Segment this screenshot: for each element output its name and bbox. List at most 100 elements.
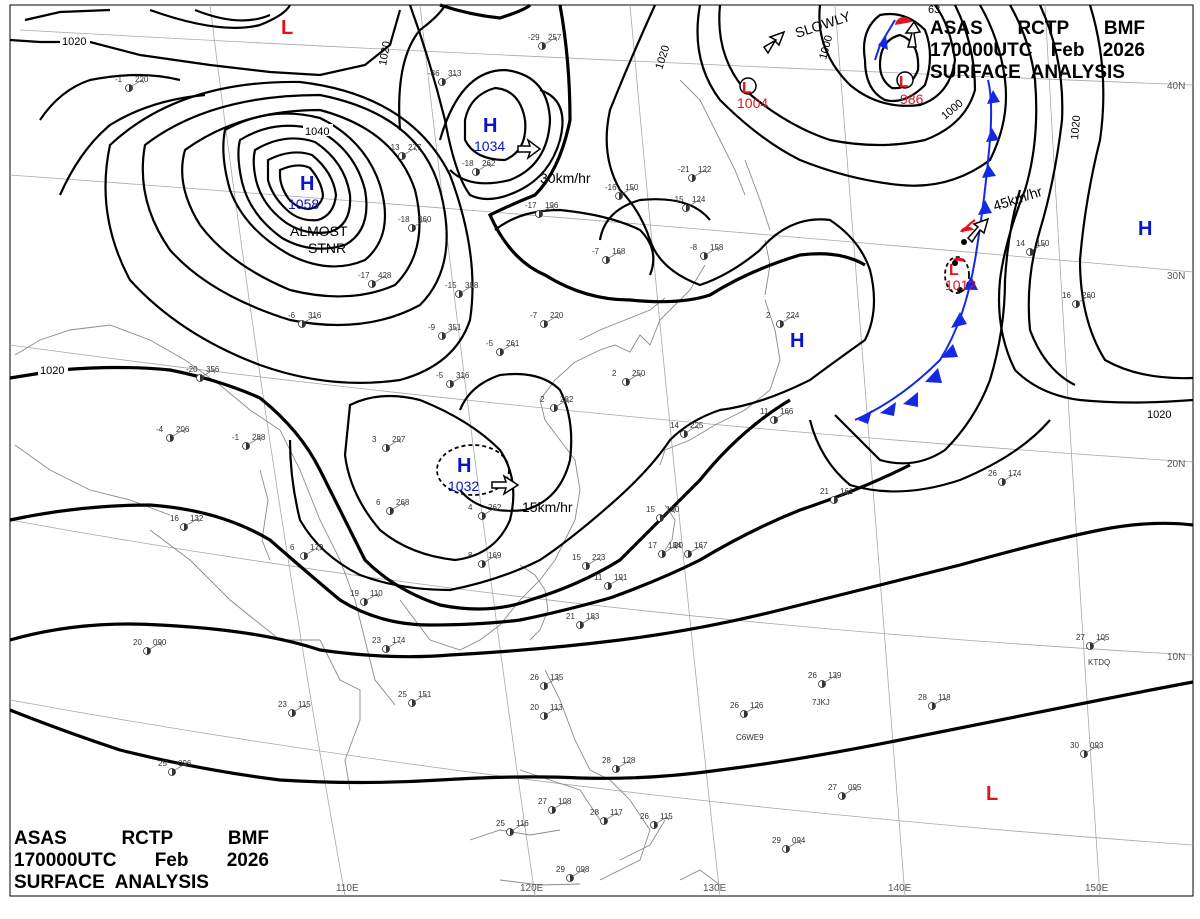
station-temp: 26 (730, 701, 739, 710)
station-pressure: 168 (612, 247, 626, 256)
station-plot: -20 356 (186, 365, 220, 382)
cloud-cover-mark (304, 552, 308, 560)
station-plots: -1 220-36 313-29 257-13 277-18 262-17 196-16 15… (115, 33, 1110, 882)
station-pressure: 115 (660, 812, 673, 821)
station-temp: -20 (186, 365, 198, 374)
station-pressure: 166 (780, 407, 794, 416)
station-temp: -16 (605, 183, 617, 192)
lat-label: 20N (1167, 459, 1185, 470)
cloud-cover-mark (390, 507, 394, 515)
wind-barb (746, 705, 760, 713)
wind-barb (202, 369, 216, 377)
lon-label: 130E (703, 883, 727, 894)
cloud-cover-mark (386, 444, 390, 452)
station-pressure: 128 (622, 756, 636, 765)
low-value: 1004 (737, 95, 768, 111)
station-plot: -1 220 (115, 75, 149, 92)
station-plot: 25 096 (158, 759, 192, 776)
station-plot: -17 196 (525, 201, 559, 218)
station-pressure: 257 (548, 33, 562, 42)
cloud-cover-mark (1030, 248, 1034, 256)
wind-barb (174, 763, 188, 771)
station-plot: 29 098 (556, 865, 590, 882)
lon-label: 110E (336, 883, 359, 894)
graticule (9, 4, 1194, 897)
cloud-cover-mark (774, 416, 778, 424)
wind-barb (572, 869, 586, 877)
station-plot: -21 122 (678, 165, 712, 182)
station-pressure: 124 (692, 195, 706, 204)
station-pressure: 179 (310, 543, 324, 552)
station-plot: -15 124 (672, 195, 706, 212)
low-symbol: L (281, 17, 293, 39)
warm-front-dot (957, 287, 963, 293)
station-plot: 19 110 (350, 589, 383, 606)
cold-front-barb (925, 368, 942, 383)
low-symbol: L (899, 74, 909, 91)
wind-barb (414, 694, 428, 702)
station-plot: 2 282 (540, 395, 574, 412)
wind-barb (1092, 637, 1106, 645)
wind-barb (664, 545, 678, 553)
high-symbol: H (300, 173, 314, 195)
header-time: 170000UTC (930, 40, 1033, 61)
cloud-cover-mark (786, 845, 790, 853)
lon-label: 140E (888, 883, 912, 894)
station-plot: 26 139 (808, 671, 842, 688)
high-symbol: H (483, 115, 497, 137)
cloud-cover-mark (544, 320, 548, 328)
low-value: 986 (900, 91, 924, 107)
cloud-cover-mark (170, 434, 174, 442)
ship-ids: 7JKJ C6WE9 KTDQ (736, 658, 1110, 742)
wind-barb (546, 315, 560, 323)
station-pressure: 167 (694, 541, 708, 550)
station-temp: 15 (646, 505, 655, 514)
station-pressure: 132 (190, 514, 204, 523)
wind-barb (1078, 295, 1092, 303)
station-pressure: 190 (666, 505, 680, 514)
station-temp: -18 (462, 159, 474, 168)
station-plot: 15 223 (572, 553, 606, 570)
station-pressure: 108 (558, 797, 572, 806)
header-year: 2026 (1102, 40, 1145, 61)
cloud-cover-mark (660, 514, 664, 522)
station-temp: 8 (468, 551, 473, 560)
station-temp: 11 (760, 407, 769, 416)
cloud-cover-mark (932, 702, 936, 710)
cloud-cover-mark (1002, 478, 1006, 486)
station-pressure: 094 (792, 836, 806, 845)
isobar-value: 1020 (1069, 115, 1083, 140)
station-pressure: 110 (370, 589, 383, 598)
high-value: 1058 (288, 196, 319, 212)
cloud-cover-mark (542, 42, 546, 50)
station-pressure: 220 (135, 75, 149, 84)
cloud-cover-mark (184, 523, 188, 531)
header-month: Feb (154, 850, 189, 871)
header-bottom: ASAS RCTP BMF 170000UTC Feb 2026 SURFACE… (14, 828, 269, 894)
header-time: 170000UTC (14, 850, 117, 871)
station-pressure: 174 (1008, 469, 1022, 478)
cloud-cover-mark (364, 598, 368, 606)
cloud-cover-mark (386, 645, 390, 653)
isobar-value: 63 (928, 4, 940, 16)
high-symbol: H (1138, 218, 1152, 240)
header-title: SURFACE ANALYSIS (930, 62, 1125, 83)
station-plot: 20 113 (530, 703, 563, 720)
isobar-value: 1020 (377, 40, 393, 66)
station-temp: -15 (672, 195, 684, 204)
wind-barb (776, 411, 790, 419)
cold-front-barb (987, 90, 1000, 104)
station-temp: 4 (468, 503, 473, 512)
high-symbol: H (790, 330, 804, 352)
station-pressure: 135 (550, 673, 564, 682)
station-temp: 14 (1016, 239, 1025, 248)
cloud-cover-mark (780, 320, 784, 328)
station-plot: -18 262 (462, 159, 496, 176)
wind-barb (478, 163, 492, 171)
station-pressure: 161 (840, 487, 854, 496)
wind-barb (582, 616, 596, 624)
cloud-cover-mark (539, 210, 543, 218)
cloud-cover-mark (552, 806, 556, 814)
station-pressure: 118 (938, 693, 951, 702)
station-plot: 21 161 (820, 487, 854, 504)
